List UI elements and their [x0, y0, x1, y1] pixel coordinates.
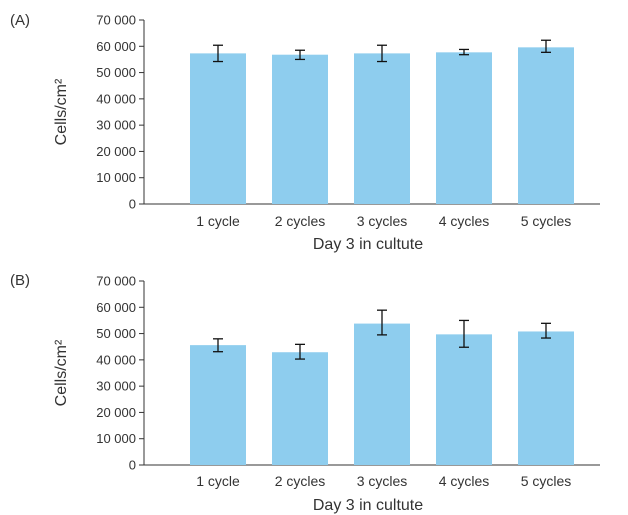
chart-panel: (A) 0 10 000 20 000 30 000 40 000 50 000 60 000…: [10, 12, 600, 253]
bar: [436, 52, 492, 205]
error-bar: [295, 49, 305, 61]
y-tick-label: 10 000: [96, 170, 136, 185]
x-tick-label: 2 cycles: [275, 213, 326, 229]
y-tick-label: 50 000: [96, 65, 136, 80]
x-tick-label: 1 cycle: [196, 473, 240, 489]
x-tick-label: 5 cycles: [521, 213, 572, 229]
y-tick-label: 30 000: [96, 118, 136, 133]
x-tick-label: 2 cycles: [275, 473, 326, 489]
panel-label: (B): [10, 272, 30, 289]
y-tick-label: 20 000: [96, 405, 136, 420]
x-tick-label: 5 cycles: [521, 473, 572, 489]
bar: [518, 331, 574, 465]
bar: [354, 323, 410, 465]
bar: [518, 47, 574, 204]
y-axis-title: Cells/cm²: [53, 78, 70, 145]
x-axis-title: Day 3 in cultute: [313, 497, 423, 514]
error-bar: [377, 309, 387, 336]
x-axis-title: Day 3 in cultute: [313, 236, 423, 253]
error-bar: [377, 44, 387, 63]
bar: [354, 53, 410, 204]
y-tick-label: 0: [129, 197, 136, 212]
bar: [436, 334, 492, 465]
y-tick-label: 70 000: [96, 274, 136, 289]
x-tick-label: 3 cycles: [357, 473, 408, 489]
y-tick-label: 60 000: [96, 39, 136, 54]
y-tick-label: 30 000: [96, 379, 136, 394]
error-bar: [459, 48, 469, 56]
y-tick-label: 20 000: [96, 144, 136, 159]
error-bar: [213, 44, 223, 63]
x-tick-label: 1 cycle: [196, 213, 240, 229]
error-bar: [213, 338, 223, 353]
error-bar: [541, 39, 551, 53]
error-bar: [459, 319, 469, 348]
x-tick-label: 4 cycles: [439, 473, 490, 489]
panel-label: (A): [10, 12, 30, 29]
y-tick-label: 40 000: [96, 91, 136, 106]
bar: [272, 352, 328, 465]
x-tick-label: 4 cycles: [439, 213, 490, 229]
y-tick-label: 10 000: [96, 431, 136, 446]
y-tick-label: 50 000: [96, 326, 136, 341]
y-tick-label: 0: [129, 458, 136, 473]
y-axis-title: Cells/cm²: [53, 339, 70, 406]
error-bar: [541, 322, 551, 339]
bar: [190, 345, 246, 465]
y-tick-label: 40 000: [96, 352, 136, 367]
chart-panel: (B) 0 10 000 20 000 30 000 40 000 50 000 60 000…: [10, 272, 600, 514]
error-bar: [295, 343, 305, 360]
x-tick-label: 3 cycles: [357, 213, 408, 229]
bar: [272, 54, 328, 204]
bar: [190, 53, 246, 204]
y-tick-label: 60 000: [96, 300, 136, 315]
y-tick-label: 70 000: [96, 13, 136, 28]
